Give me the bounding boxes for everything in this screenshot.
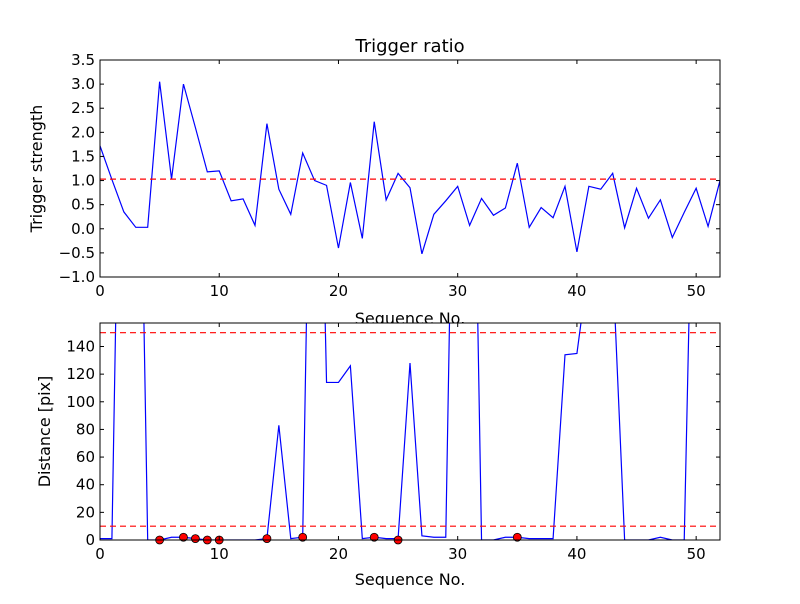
x-tick-label: 0 xyxy=(95,545,105,563)
y-axis-label: Trigger strength xyxy=(27,105,46,234)
marker-point xyxy=(298,532,308,542)
plot-area xyxy=(100,323,720,540)
distance-chart: 0 10 20 30 40 50 0 20 40 60 80 100 120 140 Sequence No… xyxy=(35,322,721,589)
marker-point xyxy=(262,534,272,544)
y-tick-label: 0.5 xyxy=(71,196,95,214)
y-tick-label: 120 xyxy=(66,365,95,383)
y-tick-label: 3.5 xyxy=(71,51,95,69)
y-tick-label: 80 xyxy=(76,420,95,438)
y-tick-label: −1.0 xyxy=(59,268,95,286)
marker-point xyxy=(369,532,379,542)
y-tick-label: 2.0 xyxy=(71,123,95,141)
y-tick-label: 3.0 xyxy=(71,75,95,93)
plot-area xyxy=(100,60,720,277)
x-axis-label: Sequence No. xyxy=(355,570,466,589)
y-axis-label: Distance [pix] xyxy=(35,376,54,488)
x-tick-label: 30 xyxy=(448,282,467,300)
marker-point xyxy=(179,532,188,542)
x-tick-label: 50 xyxy=(687,545,706,563)
x-tick-label: 40 xyxy=(567,282,586,300)
y-tick-label: 0.0 xyxy=(71,220,95,238)
x-tick-label: 50 xyxy=(687,282,706,300)
trigger-ratio-chart: 0 10 20 30 40 50 −1.0 −0.5 0.0 0.5 1.0 1.5 2.0 2.5 3.0… xyxy=(27,36,721,328)
marker-point xyxy=(190,534,200,544)
axes-frame xyxy=(99,322,721,541)
x-tick-label: 30 xyxy=(448,545,467,563)
y-tick-label: 140 xyxy=(66,337,95,355)
x-tick-label: 0 xyxy=(95,282,105,300)
x-tick-label: 10 xyxy=(210,282,229,300)
y-tick-label: 40 xyxy=(76,476,95,494)
y-tick-label: 1.5 xyxy=(71,147,95,165)
x-tick-label: 20 xyxy=(329,282,348,300)
x-tick-label: 20 xyxy=(329,545,348,563)
y-tick-label: 1.0 xyxy=(71,172,95,190)
y-tick-label: 20 xyxy=(76,503,95,521)
y-tick-label: −0.5 xyxy=(59,244,95,262)
x-tick-label: 40 xyxy=(567,545,586,563)
series-line-0 xyxy=(100,81,720,255)
y-tick-label: 60 xyxy=(76,448,95,466)
y-tick-label: 2.5 xyxy=(71,99,95,117)
marker-point xyxy=(512,532,522,542)
x-tick-label: 10 xyxy=(210,545,229,563)
y-tick-label: 100 xyxy=(66,393,95,411)
axes-frame xyxy=(99,59,721,278)
y-tick-label: 0 xyxy=(85,531,95,549)
chart-title: Trigger ratio xyxy=(354,36,464,57)
